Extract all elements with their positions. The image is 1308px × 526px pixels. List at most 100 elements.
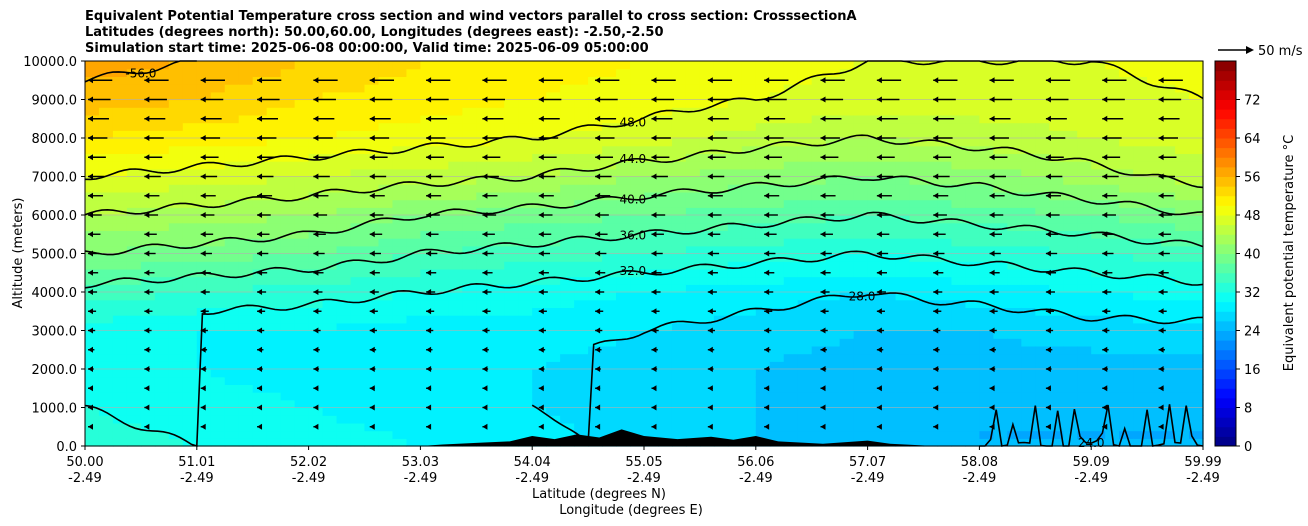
field-cell [322,422,338,432]
field-cell [266,407,282,416]
field-cell [1049,130,1064,139]
field-cell [574,130,589,139]
field-cell [685,215,701,224]
field-cell [671,84,687,93]
wind-vector-head [144,115,150,122]
field-cell [1105,184,1120,193]
field-cell [196,315,212,324]
chart-title-line-2: Latitudes (degrees north): 50.00,60.00, … [85,25,664,40]
field-cell [490,245,505,255]
field-cell [741,222,757,231]
field-cell [630,199,645,208]
field-cell [616,238,631,247]
field-cell [1035,322,1050,332]
field-cell [462,130,477,139]
field-cell [644,338,659,347]
wind-vector-head [369,135,375,141]
field-cell [769,168,785,178]
field-cell [168,107,184,116]
field-cell [616,130,631,139]
wind-vector-head [426,366,432,372]
field-cell [923,276,939,285]
field-cell [448,130,463,139]
field-cell [1161,122,1176,131]
field-cell [979,292,994,301]
field-cell [154,84,170,93]
field-cell [1147,422,1162,432]
field-cell [1035,399,1050,409]
field-cell [406,307,421,316]
field-cell [1161,184,1176,193]
field-cell [308,361,324,370]
field-cell [336,345,352,355]
field-cell [112,199,128,208]
field-cell [1105,307,1120,316]
field-cell [1007,191,1022,201]
field-cell [588,276,603,285]
field-cell [853,99,869,108]
field-cell [140,438,156,447]
wind-vector-head [482,385,488,392]
field-cell [140,91,156,101]
field-cell [322,199,338,208]
field-cell [322,191,338,201]
field-cell [392,330,408,339]
field-cell [713,338,729,347]
field-cell [182,91,198,101]
field-cell [909,145,925,154]
field-cell [602,215,617,224]
field-cell [1119,438,1134,447]
field-cell [909,276,925,285]
field-cell [685,268,701,278]
field-cell [126,176,142,185]
field-cell [588,122,603,131]
field-cell [657,276,673,285]
field-cell [168,245,184,255]
field-cell [839,369,855,378]
field-cell [560,207,575,216]
field-cell [266,184,282,193]
field-cell [1049,322,1064,332]
field-cell [741,415,757,424]
field-cell [308,261,324,270]
field-cell [154,330,170,339]
field-cell [755,76,771,85]
field-cell [853,261,869,270]
field-cell [182,345,198,355]
field-cell [224,353,240,362]
field-cell [378,176,394,185]
field-cell [1105,222,1120,231]
field-cell [238,369,254,378]
field-cell [1189,161,1204,170]
field-cell [657,207,673,216]
field-cell [420,438,435,447]
field-cell [630,138,645,147]
field-cell [644,315,659,324]
field-cell [769,361,785,370]
field-cell [895,153,911,162]
field-cell [1035,369,1050,378]
field-cell [210,184,226,193]
field-cell [238,199,254,208]
field-cell [783,392,799,401]
field-cell [1147,114,1162,124]
wind-vector-head [1158,289,1164,295]
field-cell [546,369,561,378]
field-cell [85,84,100,93]
wind-vector-head [595,212,601,218]
field-cell [741,84,757,93]
field-cell [699,91,715,101]
field-cell [448,268,463,278]
field-cell [196,338,212,347]
field-cell [518,292,533,301]
field-cell [98,345,114,355]
field-cell [252,299,268,308]
field-cell [392,384,408,393]
field-cell [755,138,771,147]
field-cell [867,307,883,316]
field-cell [937,276,953,285]
field-cell [140,299,156,308]
field-cell [1007,261,1022,270]
field-cell [699,145,715,154]
field-cell [993,276,1008,285]
